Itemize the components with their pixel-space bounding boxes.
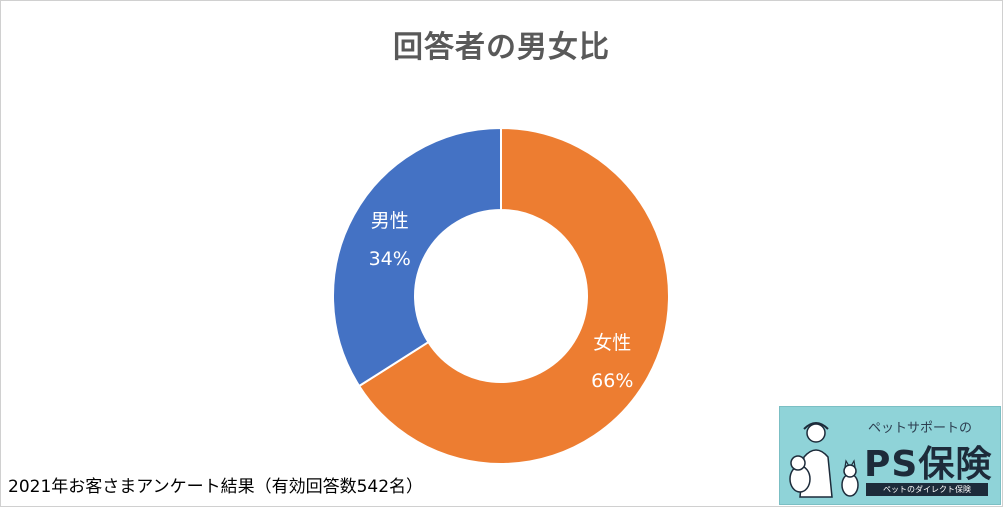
slice-percent-label: 66%	[591, 370, 633, 392]
pet-owner-illustration-icon	[789, 422, 859, 498]
slice-name-label: 男性	[371, 210, 409, 232]
slice-name-label: 女性	[593, 332, 631, 354]
survey-footnote: 2021年お客さまアンケート結果（有効回答数542名）	[8, 477, 424, 497]
logo-brand-name: PS保険	[864, 444, 993, 485]
chart-title: 回答者の男女比	[393, 30, 610, 65]
logo-tagline: ペットサポートの	[868, 421, 973, 436]
slice-female	[357, 126, 670, 465]
slice-percent-label: 34%	[369, 248, 411, 270]
logo-subline: ペットのダイレクト保険	[866, 483, 988, 496]
slice-male	[332, 126, 502, 388]
ps-hoken-logo: ペットサポートの PS保険 ペットのダイレクト保険	[779, 406, 1001, 505]
